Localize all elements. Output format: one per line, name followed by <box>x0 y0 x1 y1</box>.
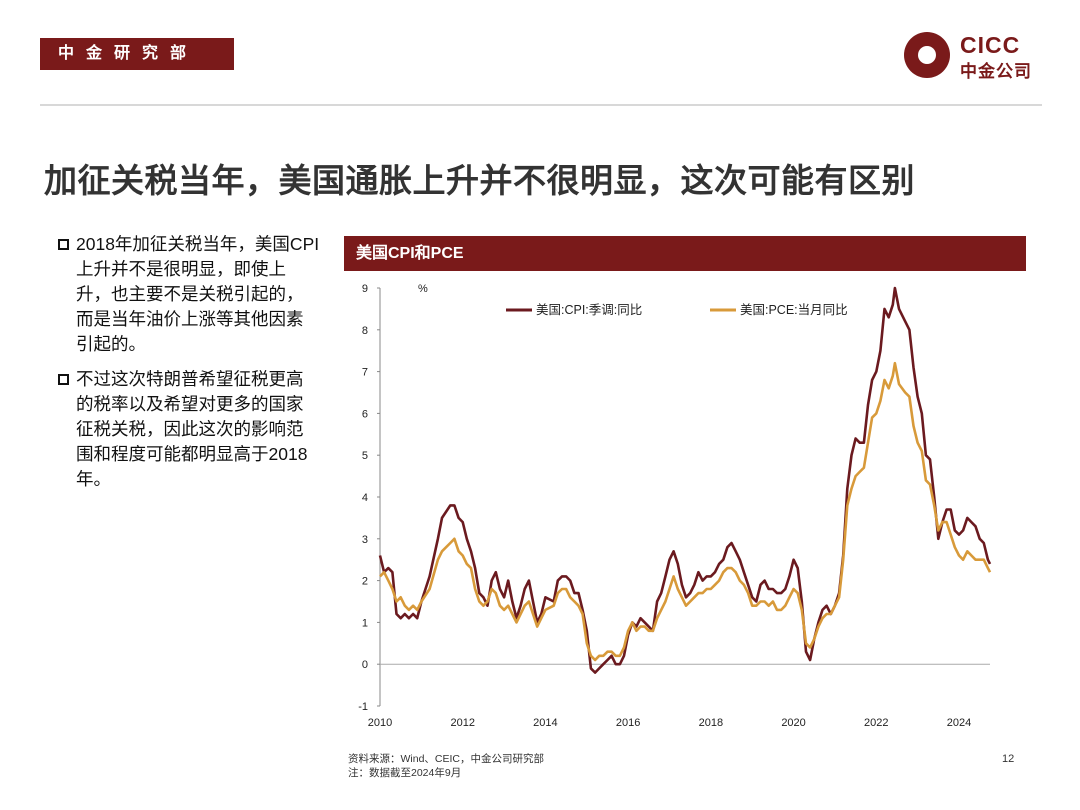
logo-text-en: CICC <box>960 32 1021 58</box>
bullet-item: 2018年加征关税当年，美国CPI上升并不是很明显，即使上升，也主要不是关税引起… <box>58 232 320 357</box>
legend-label: 美国:CPI:季调:同比 <box>536 303 642 317</box>
x-tick-label: 2014 <box>533 717 557 729</box>
logo-text-cn: 中金公司 <box>960 62 1032 81</box>
y-tick-label: 6 <box>362 408 368 420</box>
y-tick-label: 9 <box>362 283 368 295</box>
note-text: 注：数据截至2024年9月 <box>348 767 462 779</box>
bullet-list: 2018年加征关税当年，美国CPI上升并不是很明显，即使上升，也主要不是关税引起… <box>58 232 320 502</box>
bullet-square-icon <box>58 239 69 250</box>
y-tick-label: 3 <box>362 534 368 546</box>
y-tick-label: 1 <box>362 617 368 629</box>
x-tick-label: 2012 <box>450 717 474 729</box>
y-tick-label: 5 <box>362 450 368 462</box>
x-tick-label: 2022 <box>864 717 888 729</box>
cicc-logo-icon <box>904 32 950 78</box>
y-tick-label: 4 <box>362 492 368 504</box>
y-tick-label: 0 <box>362 659 368 671</box>
bullet-square-icon <box>58 374 69 385</box>
y-tick-label: 7 <box>362 367 368 379</box>
x-tick-label: 2024 <box>947 717 971 729</box>
department-tag: 中金研究部 <box>40 38 234 70</box>
x-tick-label: 2018 <box>699 717 723 729</box>
x-tick-label: 2020 <box>781 717 805 729</box>
y-tick-label: -1 <box>358 701 368 713</box>
cicc-logo: CICC 中金公司 <box>902 30 1052 82</box>
y-tick-label: 8 <box>362 325 368 337</box>
x-tick-label: 2016 <box>616 717 640 729</box>
bullet-text: 2018年加征关税当年，美国CPI上升并不是很明显，即使上升，也主要不是关税引起… <box>76 234 320 354</box>
page-number: 12 <box>1002 753 1015 765</box>
bullet-item: 不过这次特朗普希望征税更高的税率以及希望对更多的国家征税关税，因此这次的影响范围… <box>58 367 320 492</box>
page-title: 加征关税当年，美国通胀上升并不很明显，这次可能有区别 <box>44 162 915 199</box>
legend-label: 美国:PCE:当月同比 <box>740 303 848 317</box>
chart-title: 美国CPI和PCE <box>344 236 1026 271</box>
cpi-pce-line-chart: -1 0 1 2 3 4 5 6 7 8 9 2010 2012 2014 2016 2018 2020 2022… <box>358 283 992 729</box>
y-axis-unit-label: % <box>418 283 428 295</box>
bullet-text: 不过这次特朗普希望征税更高的税率以及希望对更多的国家征税关税，因此这次的影响范围… <box>76 369 308 489</box>
chart-panel: 美国CPI和PCE -1 0 1 2 3 4 5 6 7 8 9 2010 2012 2014 2016 20… <box>344 236 1026 746</box>
source-text: 资料来源：Wind、CEIC，中金公司研究部 <box>348 753 545 765</box>
series-line-pce <box>379 361 992 662</box>
y-tick-label: 2 <box>362 576 368 588</box>
x-tick-label: 2010 <box>368 717 392 729</box>
header-divider <box>40 104 1042 106</box>
source-note: 资料来源：Wind、CEIC，中金公司研究部 注：数据截至2024年9月 <box>348 752 544 780</box>
series-line-cpi <box>378 286 992 674</box>
